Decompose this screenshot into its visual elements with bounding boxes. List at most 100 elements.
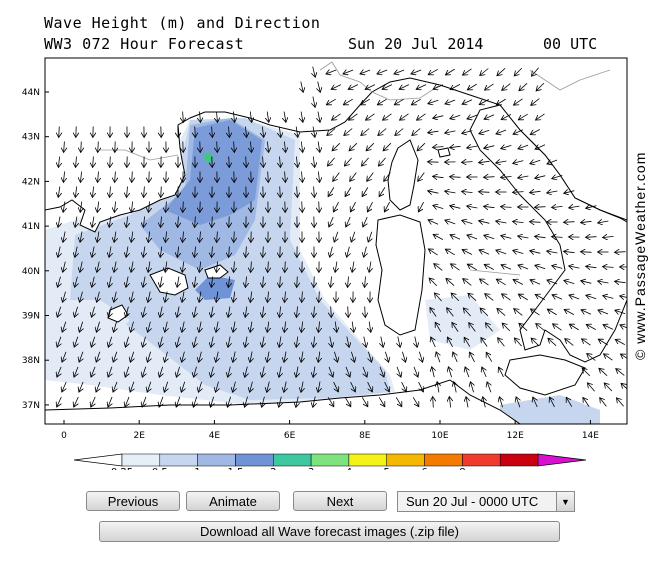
forecast-time-select[interactable]: Sun 20 Jul - 0000 UTC ▼ [397,491,575,512]
direction-arrow [433,234,444,240]
direction-arrow [463,308,471,317]
direction-arrow [148,261,150,273]
direction-arrow [148,231,149,243]
direction-arrow [377,70,388,74]
direction-arrow [182,321,184,333]
direction-arrow [344,397,351,406]
direction-arrow [604,383,613,392]
direction-arrow [246,246,247,258]
direction-arrow [313,96,315,108]
direction-arrow [302,291,303,303]
direction-arrow [96,381,100,392]
direction-arrow [130,351,133,362]
direction-arrow [620,296,627,298]
next-button[interactable]: Next [293,491,387,511]
direction-arrow [536,82,545,91]
direction-arrow [194,306,196,318]
direction-arrow [480,279,489,286]
direction-arrow [499,397,502,408]
direction-arrow [448,367,451,378]
direction-arrow [467,146,478,148]
svg-text:© www.PassageWeather.com: © www.PassageWeather.com [632,152,648,360]
passageweather-watermark: © www.PassageWeather.com [632,152,648,360]
direction-arrow [446,278,455,286]
direction-arrow [531,309,540,316]
direction-arrow [216,351,219,363]
direction-arrow [250,381,253,393]
direction-arrow [431,337,436,348]
direction-arrow [296,126,298,138]
direction-arrow [211,276,212,288]
direction-arrow [428,191,439,193]
direction-arrow [414,366,418,377]
direction-arrow [250,321,252,333]
direction-arrow [285,261,286,273]
direction-arrow [378,128,387,136]
animate-button[interactable]: Animate [186,491,280,511]
previous-button[interactable]: Previous [86,491,180,511]
chevron-down-icon[interactable]: ▼ [556,492,574,511]
direction-arrow [513,221,524,222]
direction-arrow [350,201,356,212]
direction-arrow [194,366,197,378]
colorbar-tick-label: 5 [384,467,390,470]
direction-arrow [433,176,444,177]
direction-arrow [412,397,419,406]
colorbar-tick-label: 1.5 [228,467,244,470]
colorbar-swatch [273,453,312,467]
direction-arrow [516,397,520,408]
direction-arrow [351,231,355,242]
direction-arrow [360,98,370,105]
direction-arrow [343,98,353,105]
direction-arrow [181,381,184,392]
direction-arrow [463,279,472,286]
direction-arrow [467,264,477,271]
direction-arrow [114,321,117,333]
direction-arrow [250,291,251,303]
direction-arrow [547,191,558,193]
direction-arrow [430,308,437,317]
direction-arrow [453,352,458,363]
direction-arrow [479,192,490,193]
direction-arrow [569,266,580,268]
direction-arrow [445,191,456,193]
direction-arrow [450,206,461,209]
direction-arrow [165,321,168,333]
direction-arrow [428,100,439,103]
direction-arrow [108,366,112,377]
direction-arrow [302,171,303,183]
direction-arrow [395,397,402,406]
direction-arrow [297,186,298,198]
direction-arrow [177,306,179,318]
direction-arrow [367,201,373,212]
direction-arrow [418,381,424,392]
direction-arrow [582,368,591,377]
direction-arrow [143,216,144,228]
direction-arrow [553,324,562,331]
direction-arrow [598,310,609,314]
direction-arrow [125,366,129,377]
direction-arrow [547,280,558,284]
direction-arrow [480,308,489,317]
direction-arrow [165,291,167,303]
direction-arrow [360,70,371,74]
direction-arrow [616,369,625,376]
direction-arrow [327,397,334,406]
direction-arrow [318,141,320,153]
direction-arrow [74,366,78,377]
direction-arrow [92,306,95,318]
direction-arrow [147,381,151,392]
map-frame [44,57,628,425]
direction-arrow [268,171,269,183]
direction-arrow [98,141,99,153]
wave-map: 44N 43N 42N 41N 40N 39N 38N 37N 0 2E 4E 6E 8E 10E 12E… [22,57,628,470]
direction-arrow [267,351,269,363]
direction-arrow [301,351,303,363]
direction-arrow [74,336,78,347]
colorbar-tick-label: 4 [346,467,352,470]
direction-arrow [331,84,342,90]
direction-arrow [552,266,563,269]
download-zip-button[interactable]: Download all Wave forecast images (.zip … [99,521,560,542]
lon-label: 6E [284,431,296,441]
direction-arrow [535,236,546,237]
